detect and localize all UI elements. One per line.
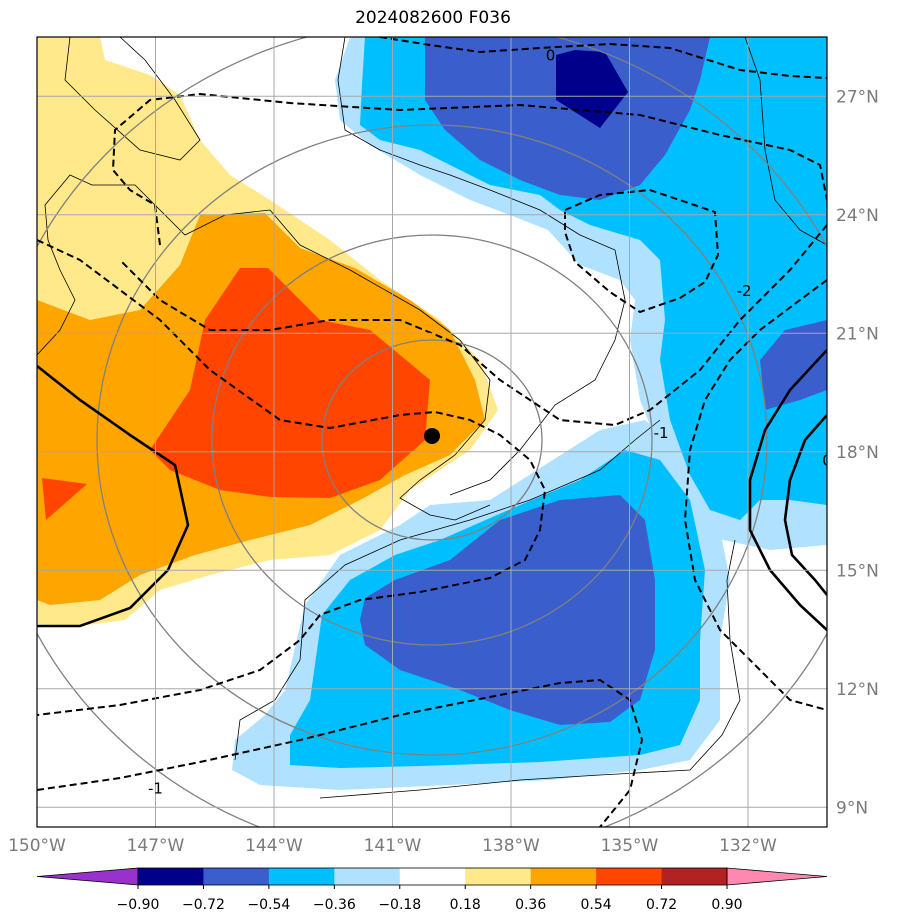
colorbar-extend-low [36, 867, 139, 886]
lon-tick-label: 144°W [245, 836, 303, 856]
contour-label: -1 [148, 779, 163, 797]
colorbar-bin [268, 868, 335, 885]
colorbar-tick-label: −0.54 [247, 897, 290, 913]
range-ring [321, 339, 543, 541]
fill-blue-north [425, 37, 710, 200]
lat-tick-label: 15°N [836, 561, 879, 581]
lon-tick-label: 141°W [364, 836, 422, 856]
range-ring [211, 234, 653, 646]
solid-contour-west [37, 364, 190, 628]
axis-ticks: 150°W 147°W 144°W 141°W 138°W 135°W 132°W 27°N 2… [8, 87, 879, 856]
map-title: 2024082600 F036 [355, 8, 511, 28]
lon-tick-label: 147°W [127, 836, 185, 856]
lon-tick-label: 138°W [482, 836, 540, 856]
contour-label: -2 [737, 282, 752, 300]
dashed-contour-main [37, 239, 547, 716]
thin-contour-east [744, 37, 827, 246]
colorbar-frame [137, 867, 728, 886]
colorbar-tick-label: −0.90 [117, 897, 160, 913]
solid-contours [37, 349, 827, 631]
colorbar-tick-label: 0.54 [581, 897, 612, 913]
solid-contour-east-outer [748, 349, 827, 631]
map-frame [36, 36, 828, 828]
fill-cyan-northeast [360, 37, 827, 520]
lat-tick-label: 21°N [836, 324, 879, 344]
colorbar-tick-label: 0.36 [515, 897, 546, 913]
solid-contour-east-inner [783, 414, 827, 596]
lon-tick-label: 132°W [719, 836, 777, 856]
dashed-contour-east-inner [683, 279, 827, 711]
thin-contour-west [37, 174, 491, 521]
range-ring [96, 124, 768, 756]
colorbar-bin [138, 868, 204, 885]
lat-tick-label: 24°N [836, 206, 879, 226]
dashed-contour-north [379, 37, 827, 79]
map-panel: 0 -2 0 -1 0 -1 [37, 37, 860, 827]
fill-red [150, 268, 430, 498]
colorbar-bin [203, 868, 270, 885]
lat-tick-label: 9°N [836, 798, 868, 818]
contour-label-bg [842, 299, 860, 315]
colorbar-bin [596, 868, 663, 885]
lat-tick-label: 18°N [836, 443, 879, 463]
storm-center-marker [424, 427, 440, 444]
thin-contour-south [234, 419, 661, 761]
colorbar-bin [334, 868, 401, 885]
contour-label: 0 [846, 298, 856, 316]
colorbar-tick-label: −0.72 [182, 897, 225, 913]
gridlines [37, 37, 827, 827]
colorbar-tick-label: −0.18 [378, 897, 421, 913]
thin-contour-southeast [319, 539, 741, 799]
shaded-anomaly-fill [37, 37, 827, 790]
range-rings [37, 37, 827, 827]
colorbar-tick-label: −0.36 [313, 897, 356, 913]
colorbar-bin [530, 868, 597, 885]
lon-tick-label: 135°W [601, 836, 659, 856]
colorbar-tick-label: 0.72 [646, 897, 677, 913]
lat-tick-label: 27°N [836, 87, 879, 107]
thin-contour-north [337, 37, 626, 496]
colorbar: −0.90 −0.72 −0.54 −0.36 −0.18 0.18 0.36 0.54 0.7… [36, 867, 828, 913]
dashed-contour-loop [564, 188, 720, 314]
contour-labels: 0 -2 0 -1 0 -1 [148, 47, 860, 798]
contour-label: 0 [546, 47, 556, 65]
colorbar-bin [465, 868, 532, 885]
lat-tick-label: 12°N [836, 680, 879, 700]
fill-red-small [42, 478, 87, 520]
colorbar-extend-high [726, 867, 828, 886]
colorbar-tick-label: 0.18 [450, 897, 481, 913]
colorbar-tick-label: 0.90 [711, 897, 742, 913]
contour-label: -1 [654, 424, 669, 442]
colorbar-bin [399, 868, 466, 885]
colorbar-bin [661, 868, 728, 885]
dashed-contour-northwest [111, 92, 827, 246]
dashed-contours [37, 37, 827, 827]
dashed-contour-eastern [119, 224, 827, 427]
fill-blue-south [360, 495, 655, 725]
contour-label: 0 [822, 452, 832, 470]
fill-blue-east [760, 320, 827, 410]
dashed-contour-south [37, 678, 644, 827]
lon-tick-label: 150°W [8, 836, 66, 856]
